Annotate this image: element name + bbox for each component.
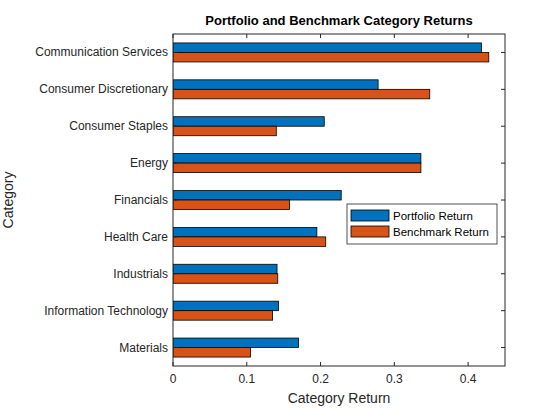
y-tick — [173, 347, 177, 348]
plot-area — [173, 34, 505, 366]
background — [0, 0, 560, 420]
legend: Portfolio Return Benchmark Return — [347, 204, 497, 244]
legend-swatch — [351, 226, 389, 237]
x-tick — [246, 362, 247, 366]
bar — [173, 348, 250, 358]
x-tick-label: 0.2 — [312, 372, 329, 386]
y-tick — [173, 52, 177, 53]
legend-box — [347, 204, 497, 244]
bars — [173, 43, 489, 357]
y-tick-right — [501, 89, 505, 90]
y-tick-label: Consumer Staples — [69, 119, 168, 133]
bar — [173, 43, 481, 53]
bar — [173, 237, 326, 247]
y-tick — [173, 89, 177, 90]
y-tick — [173, 163, 177, 164]
y-tick — [173, 273, 177, 274]
y-tick — [173, 200, 177, 201]
bar — [173, 264, 277, 274]
x-axis-label: Category Return — [288, 390, 391, 406]
y-tick-right — [501, 163, 505, 164]
y-tick — [173, 310, 177, 311]
y-tick-right — [501, 236, 505, 237]
bar — [173, 338, 298, 348]
x-tick — [394, 362, 395, 366]
y-tick-label: Communication Services — [35, 45, 168, 59]
bar — [173, 301, 279, 311]
x-tick — [173, 362, 174, 366]
y-tick-right — [501, 126, 505, 127]
legend-label: Benchmark Return — [393, 226, 489, 238]
bar — [173, 274, 278, 284]
bar — [173, 117, 324, 127]
x-tick-top — [173, 34, 174, 38]
x-tick — [320, 362, 321, 366]
y-tick-right — [501, 52, 505, 53]
y-tick-label: Information Technology — [44, 304, 168, 318]
bar — [173, 227, 317, 237]
legend-label: Portfolio Return — [393, 210, 473, 222]
x-tick — [468, 362, 469, 366]
y-tick — [173, 126, 177, 127]
y-tick-label: Industrials — [113, 267, 168, 281]
y-tick-label: Energy — [130, 156, 168, 170]
x-tick-top — [246, 34, 247, 38]
y-tick-right — [501, 200, 505, 201]
y-tick-right — [501, 273, 505, 274]
bar — [173, 52, 489, 62]
x-tick-label: 0.3 — [386, 372, 403, 386]
bar — [173, 89, 430, 99]
x-tick-label: 0 — [170, 372, 177, 386]
axes-frame — [173, 34, 505, 366]
y-tick-label: Materials — [119, 341, 168, 355]
bar — [173, 126, 276, 136]
bar — [173, 191, 341, 201]
x-tick-label: 0.1 — [238, 372, 255, 386]
x-tick-top — [394, 34, 395, 38]
bar — [173, 163, 421, 173]
bar — [173, 311, 273, 321]
y-tick-label: Health Care — [104, 230, 168, 244]
bar — [173, 80, 378, 90]
y-tick-right — [501, 310, 505, 311]
bar — [173, 154, 421, 164]
y-tick-label: Financials — [114, 193, 168, 207]
x-tick-top — [468, 34, 469, 38]
y-tick — [173, 236, 177, 237]
bar — [173, 200, 290, 210]
x-tick-label: 0.4 — [460, 372, 477, 386]
title: Portfolio and Benchmark Category Returns — [205, 13, 472, 28]
y-tick-right — [501, 347, 505, 348]
x-tick-top — [320, 34, 321, 38]
legend-swatch — [351, 210, 389, 221]
y-axis-label: Category — [0, 172, 16, 229]
y-tick-label: Consumer Discretionary — [39, 82, 168, 96]
chart-container: 0 0.1 0.2 0.3 0.4 Communication Services Consu… — [0, 0, 560, 420]
chart-svg: 0 0.1 0.2 0.3 0.4 Communication Services Consu… — [0, 0, 560, 420]
